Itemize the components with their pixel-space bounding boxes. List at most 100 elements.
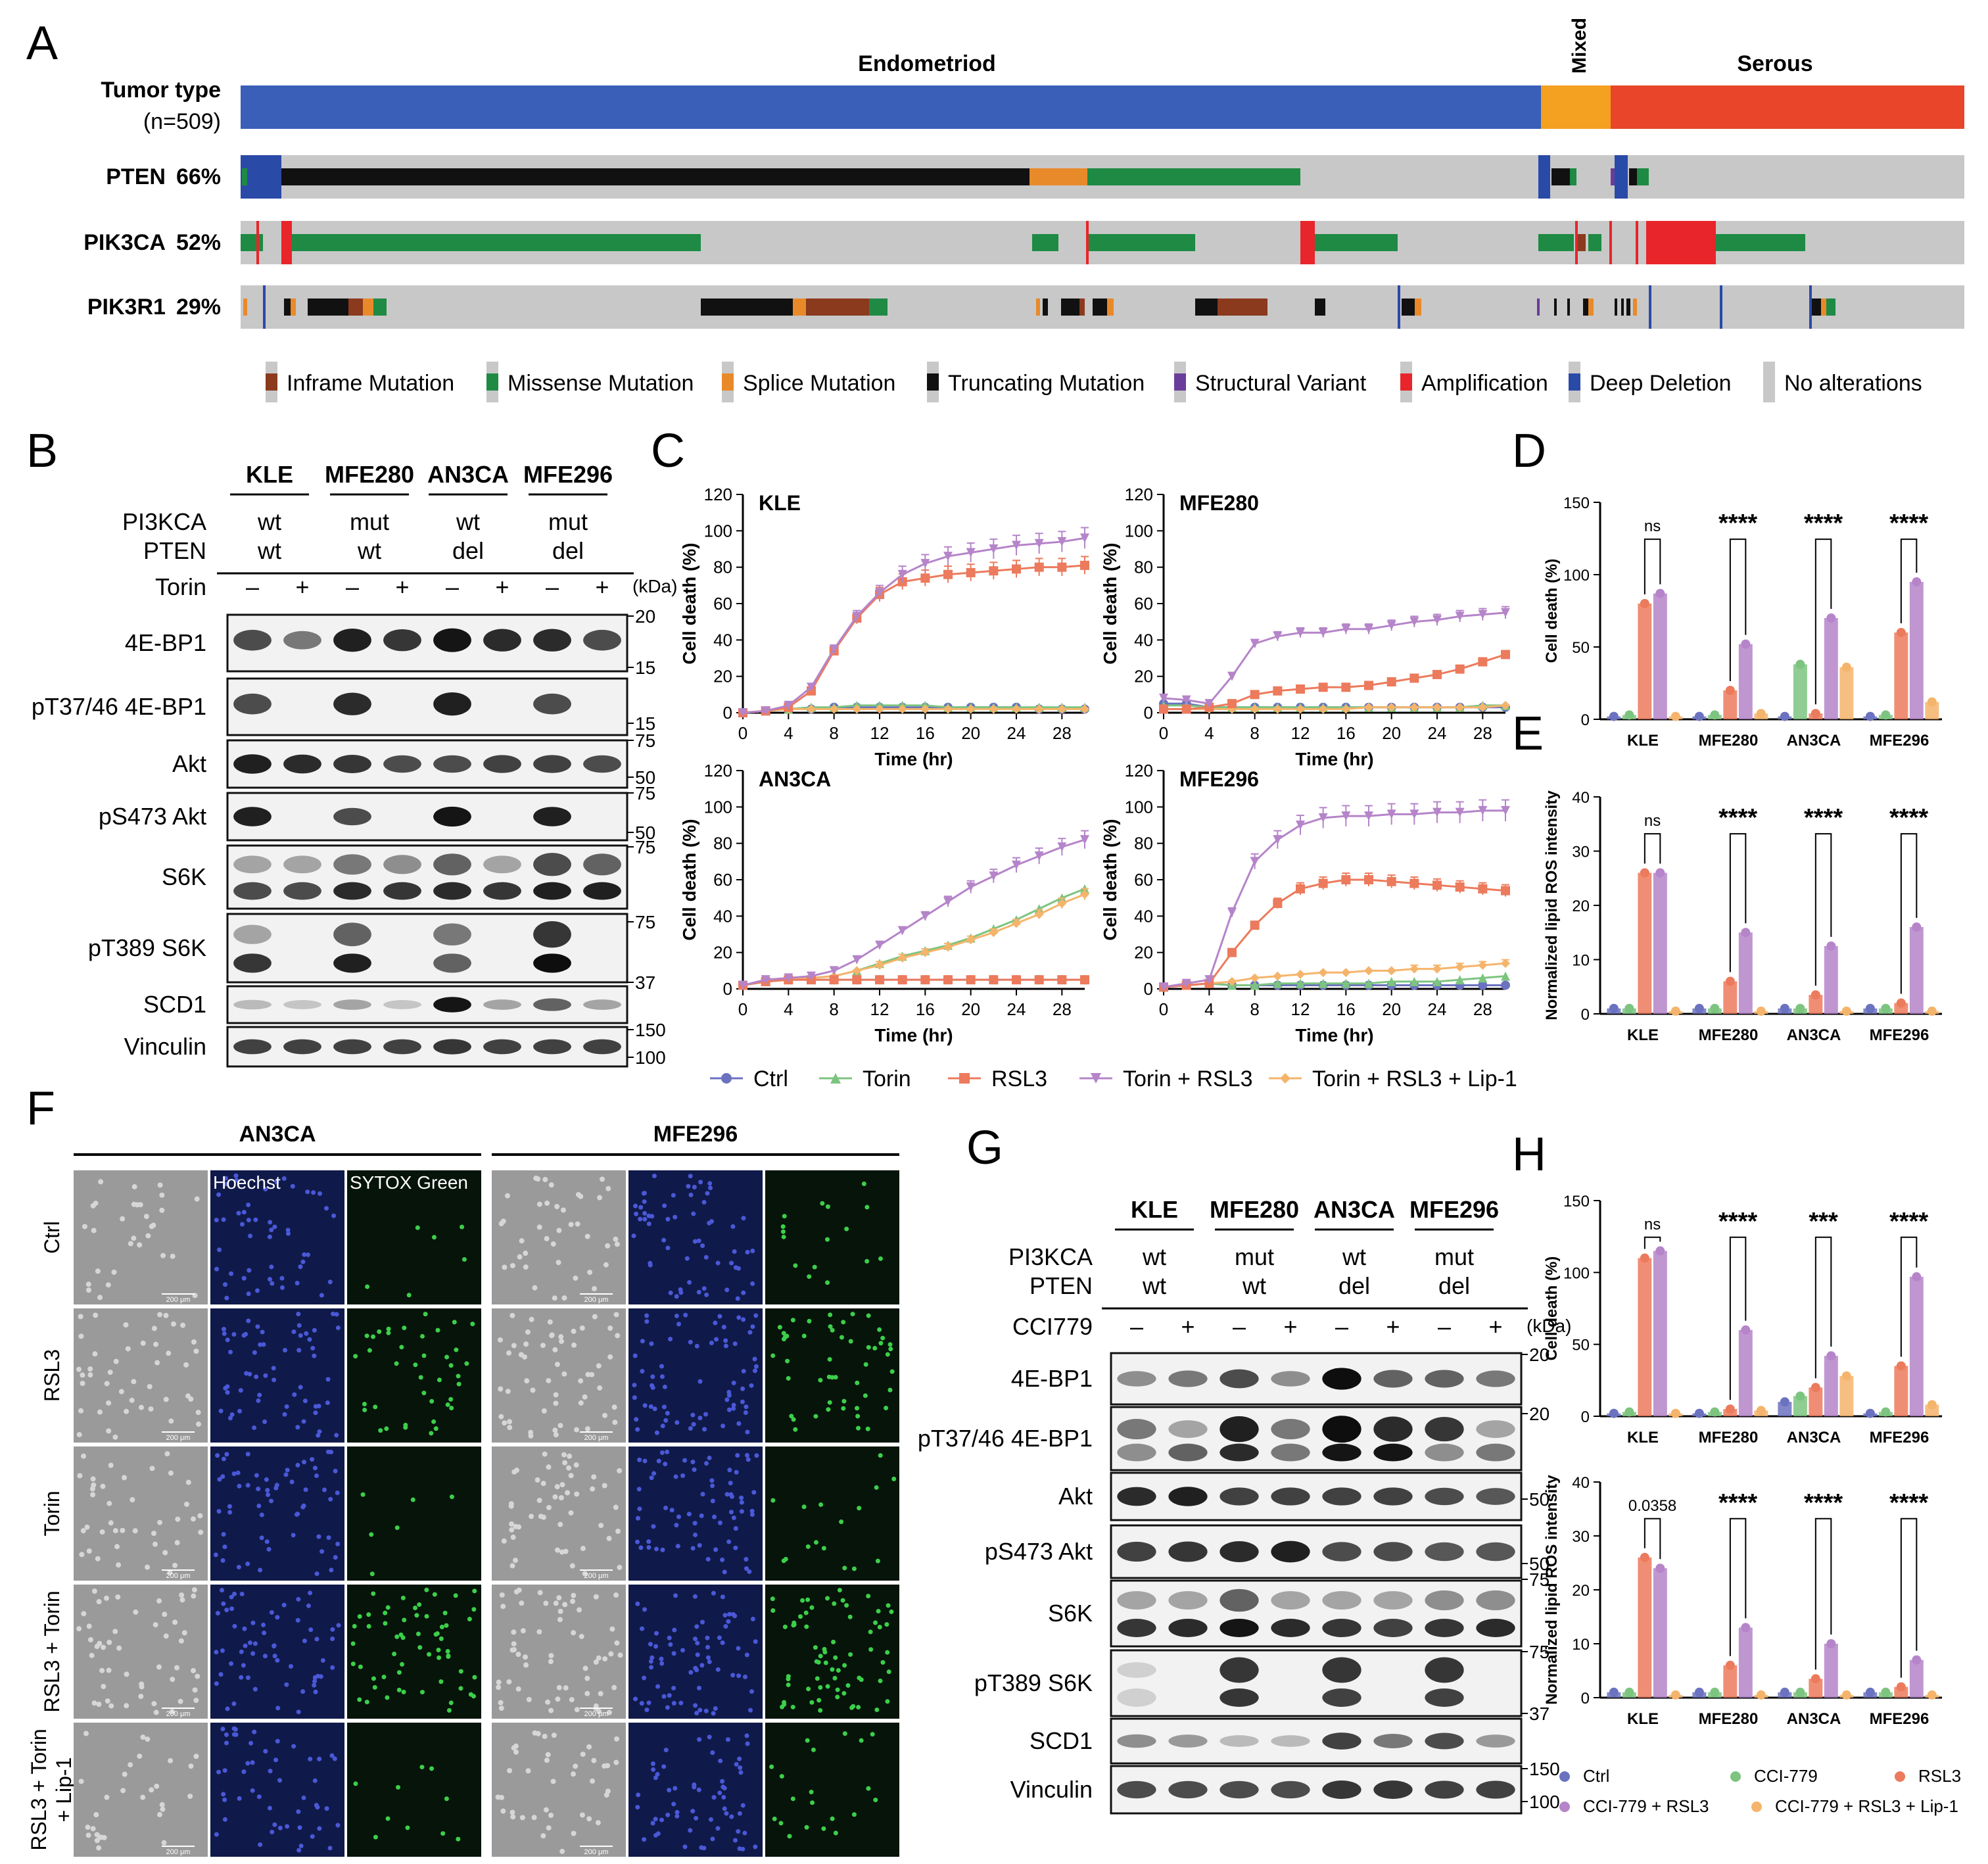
cell bbox=[807, 1318, 812, 1324]
cell bbox=[116, 1645, 122, 1651]
cell bbox=[885, 1699, 890, 1704]
cell bbox=[828, 1312, 833, 1318]
cell bbox=[269, 1264, 274, 1270]
bar bbox=[1653, 1251, 1667, 1416]
cell bbox=[554, 1204, 560, 1210]
cell bbox=[640, 1369, 645, 1374]
bar-point bbox=[1912, 577, 1922, 586]
legend-label: Torin + RSL3 + Lip-1 bbox=[1312, 1066, 1517, 1091]
cell bbox=[720, 1779, 725, 1784]
cell bbox=[284, 1404, 289, 1409]
cell bbox=[76, 1366, 82, 1372]
cell bbox=[448, 1397, 454, 1402]
cell bbox=[291, 1533, 296, 1538]
cell bbox=[736, 1266, 741, 1271]
blot-band bbox=[1219, 1735, 1259, 1747]
cell bbox=[770, 1608, 776, 1613]
data-point bbox=[1250, 920, 1260, 930]
cell bbox=[302, 1398, 308, 1404]
cell bbox=[804, 1825, 809, 1830]
cell bbox=[692, 1594, 698, 1599]
cell bbox=[424, 1587, 429, 1592]
mw-marker: 15 bbox=[635, 713, 655, 734]
cell bbox=[143, 1214, 149, 1220]
cell bbox=[574, 1707, 580, 1713]
cell bbox=[554, 1484, 560, 1490]
cell bbox=[79, 1552, 85, 1558]
legend-dot bbox=[1751, 1802, 1762, 1812]
blot-row-label: S6K bbox=[162, 863, 206, 890]
cell-line-label: KLE bbox=[1131, 1196, 1178, 1223]
data-point bbox=[1432, 615, 1442, 625]
blot-band bbox=[533, 1039, 571, 1055]
data-point bbox=[1364, 966, 1373, 976]
cell bbox=[462, 1256, 467, 1262]
cell bbox=[195, 1673, 201, 1679]
bar-point bbox=[1795, 1003, 1805, 1013]
cell bbox=[437, 1377, 442, 1383]
cell bbox=[813, 1540, 818, 1545]
cell bbox=[120, 1527, 126, 1533]
cell bbox=[709, 1341, 714, 1346]
cell bbox=[801, 1333, 807, 1339]
data-point bbox=[852, 955, 862, 965]
bar bbox=[1778, 1402, 1792, 1416]
cell bbox=[542, 1733, 548, 1739]
cell bbox=[231, 1331, 237, 1337]
cell bbox=[886, 1669, 891, 1675]
brightfield-image bbox=[492, 1723, 626, 1857]
cell bbox=[608, 1651, 614, 1657]
cell bbox=[673, 1786, 678, 1791]
legend-label: CCI-779 bbox=[1754, 1766, 1818, 1786]
blot-band bbox=[433, 997, 471, 1013]
cell bbox=[232, 1623, 237, 1629]
cell bbox=[214, 1266, 220, 1272]
cell bbox=[229, 1412, 235, 1418]
blot-band bbox=[533, 693, 571, 715]
blot-band bbox=[1322, 1416, 1361, 1443]
bar bbox=[1738, 1329, 1753, 1416]
cell bbox=[571, 1328, 577, 1334]
cell bbox=[448, 1363, 454, 1368]
cell bbox=[543, 1807, 549, 1813]
cell bbox=[590, 1486, 596, 1492]
bar-point bbox=[1694, 1003, 1704, 1013]
blot-band bbox=[1373, 1619, 1413, 1637]
cell bbox=[735, 1296, 740, 1301]
blot-band bbox=[233, 1039, 272, 1055]
cell bbox=[528, 1433, 534, 1439]
cell bbox=[85, 1287, 91, 1293]
cell bbox=[406, 1293, 412, 1298]
cell bbox=[429, 1431, 434, 1436]
cell bbox=[372, 1685, 377, 1690]
cell bbox=[384, 1426, 389, 1431]
pten-row-label: PTEN bbox=[1030, 1272, 1093, 1299]
cell bbox=[187, 1793, 193, 1799]
category-label: MFE280 bbox=[1699, 1026, 1759, 1044]
cell bbox=[727, 1612, 732, 1617]
series-line bbox=[1163, 975, 1506, 988]
cell bbox=[231, 1732, 237, 1737]
cell bbox=[329, 1753, 335, 1758]
sytox-image bbox=[765, 1170, 899, 1304]
legend-label: Torin bbox=[863, 1066, 911, 1091]
data-point bbox=[1012, 919, 1021, 928]
cell bbox=[327, 1846, 333, 1851]
cell bbox=[560, 1207, 566, 1213]
blot-row-label: S6K bbox=[1048, 1600, 1093, 1627]
cell bbox=[552, 1347, 558, 1352]
cell bbox=[726, 1407, 732, 1412]
cell bbox=[253, 1217, 258, 1222]
data-point bbox=[1273, 686, 1283, 696]
cell bbox=[353, 1781, 358, 1786]
data-point bbox=[1250, 690, 1260, 700]
cell bbox=[328, 1496, 333, 1502]
legend-swatch bbox=[722, 373, 734, 391]
cell bbox=[405, 1825, 410, 1830]
cell bbox=[703, 1255, 709, 1260]
bar-point bbox=[1741, 1325, 1751, 1335]
cell bbox=[878, 1453, 883, 1458]
cell bbox=[439, 1624, 444, 1629]
cell bbox=[312, 1778, 318, 1783]
